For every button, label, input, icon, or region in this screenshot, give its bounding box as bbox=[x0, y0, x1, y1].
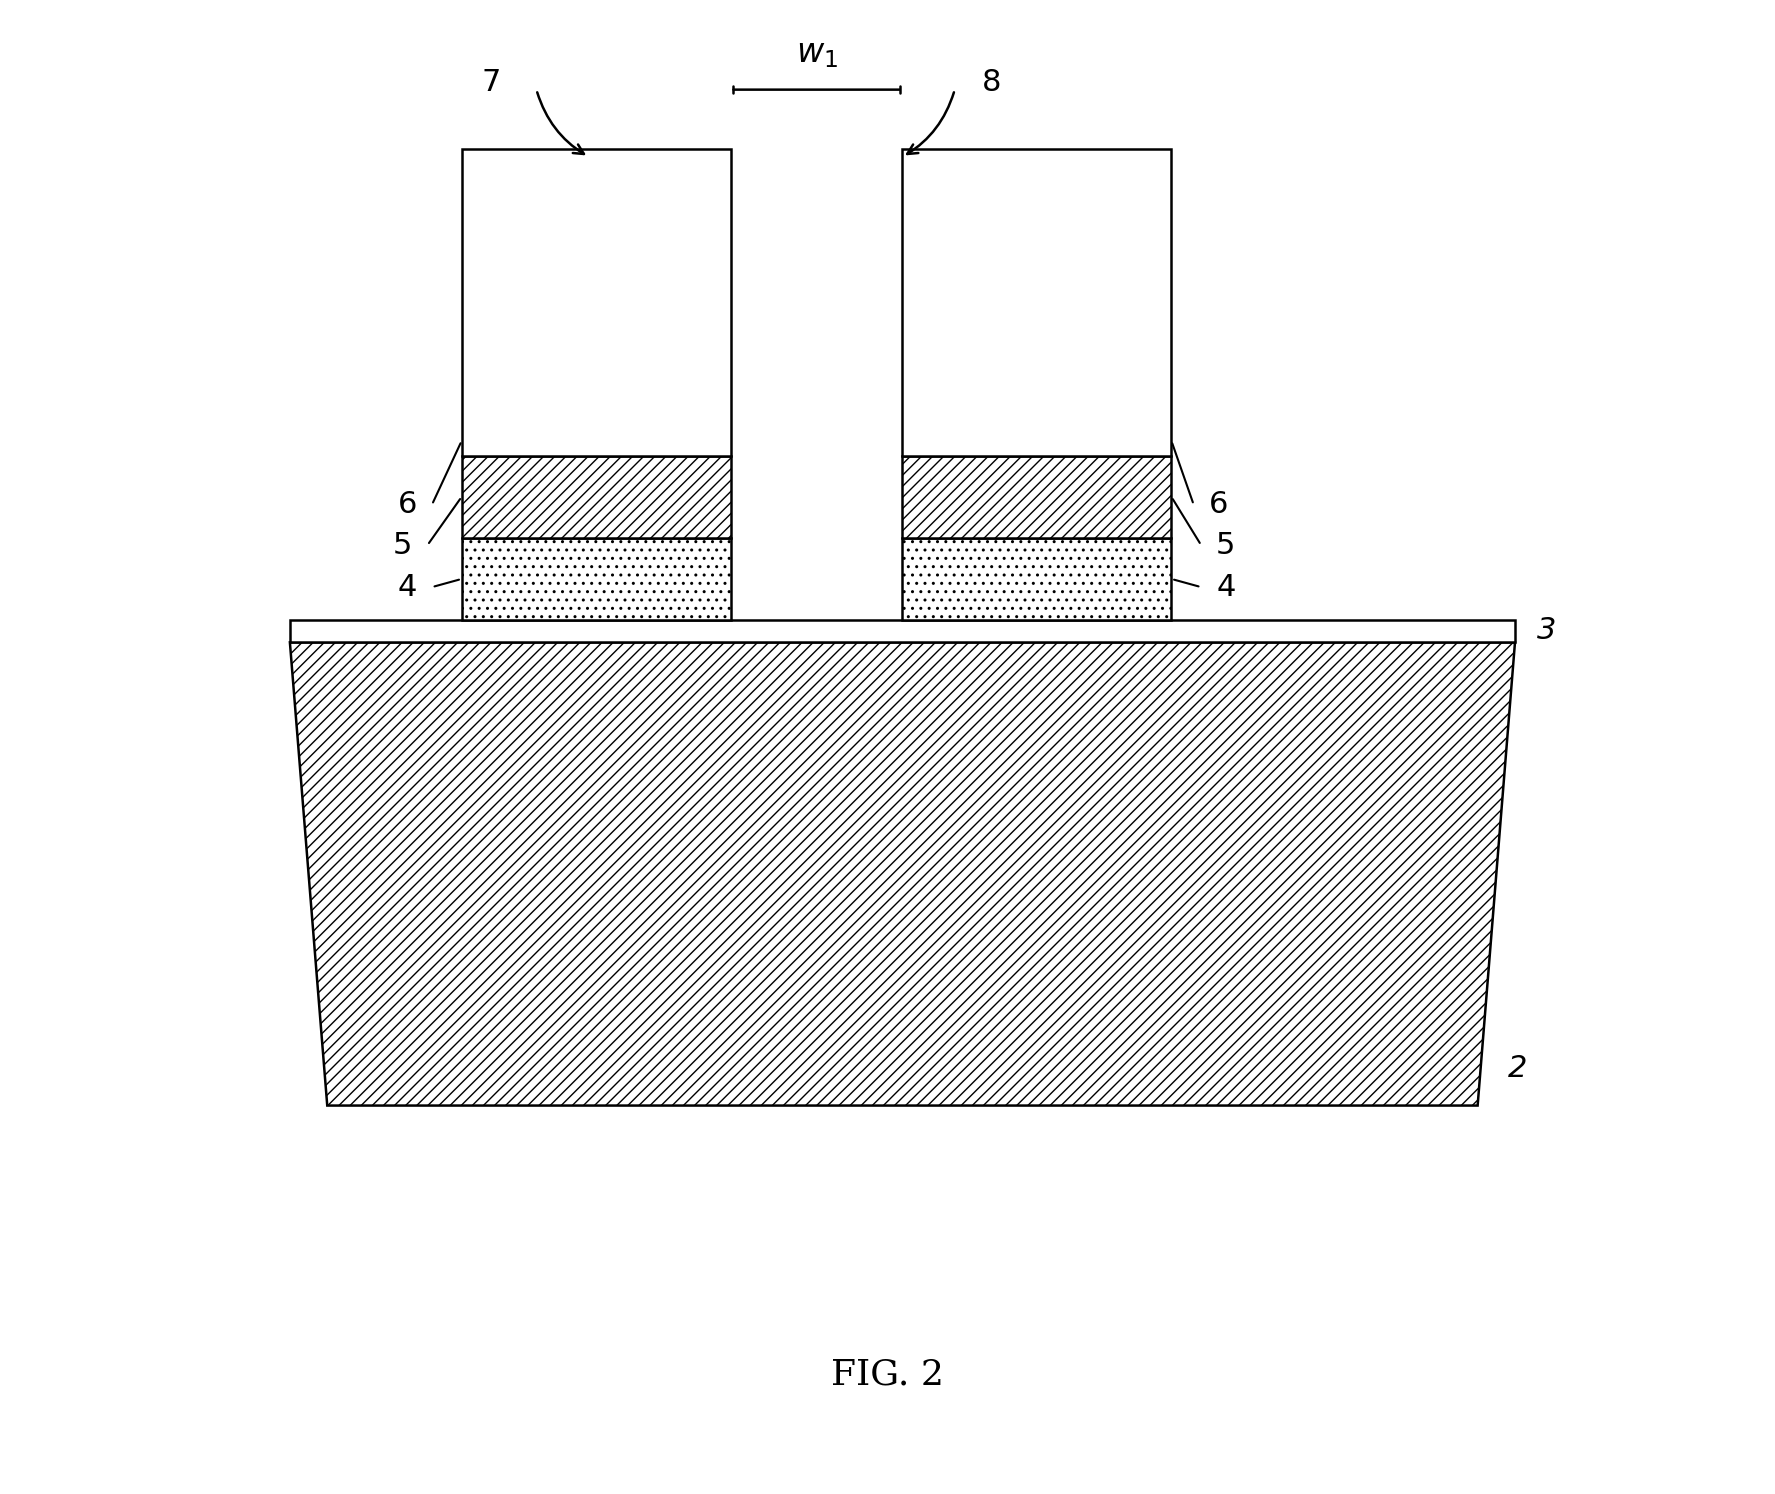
Text: 6: 6 bbox=[398, 490, 417, 520]
Bar bbox=[462, 456, 731, 538]
Text: $w_1$: $w_1$ bbox=[797, 37, 838, 70]
Text: FIG. 2: FIG. 2 bbox=[831, 1358, 944, 1391]
Text: 5: 5 bbox=[1216, 530, 1235, 560]
Text: 3: 3 bbox=[1537, 616, 1557, 645]
Text: 7: 7 bbox=[481, 67, 501, 97]
Text: 8: 8 bbox=[982, 67, 1001, 97]
Text: 4: 4 bbox=[1216, 572, 1235, 602]
Text: 4: 4 bbox=[398, 572, 417, 602]
Bar bbox=[462, 149, 731, 456]
Bar bbox=[902, 149, 1172, 456]
Text: 2: 2 bbox=[1507, 1053, 1526, 1083]
Polygon shape bbox=[289, 642, 1516, 1106]
Bar bbox=[902, 538, 1172, 620]
Bar bbox=[462, 538, 731, 620]
Text: 5: 5 bbox=[392, 530, 412, 560]
Text: 6: 6 bbox=[1209, 490, 1228, 520]
Bar bbox=[902, 456, 1172, 538]
Bar bbox=[289, 620, 1516, 642]
